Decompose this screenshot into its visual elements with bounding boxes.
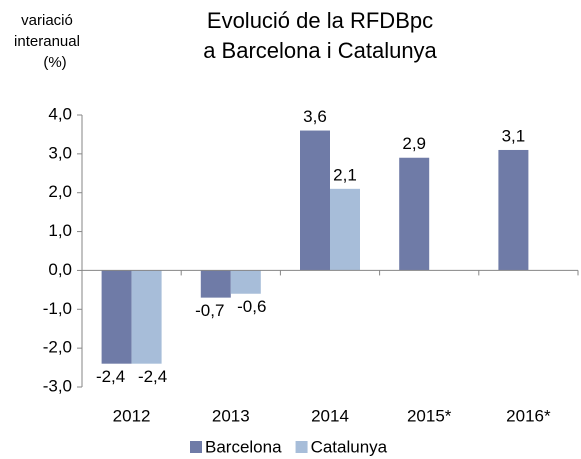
y-tick-label: 1,0 <box>48 221 72 240</box>
bar <box>498 149 529 271</box>
chart-title: Evolució de la RFDBpc <box>207 8 433 33</box>
value-label: -0,6 <box>237 297 266 316</box>
value-label: 2,9 <box>402 134 426 153</box>
value-label: 3,1 <box>502 126 526 145</box>
legend-swatch <box>190 441 202 453</box>
value-label: 2,1 <box>333 165 357 184</box>
y-tick-label: 2,0 <box>48 182 72 201</box>
x-tick-label: 2014 <box>311 406 349 425</box>
x-tick-label: 2013 <box>212 406 250 425</box>
x-tick-label: 2015* <box>407 406 452 425</box>
y-tick-label: -3,0 <box>43 376 72 395</box>
bar <box>131 270 162 364</box>
y-tick-label: 0,0 <box>48 260 72 279</box>
value-label: -2,4 <box>138 367 167 386</box>
y-axis-label: (%) <box>43 54 66 71</box>
y-axis-label: variació <box>21 12 73 29</box>
y-tick-label: 4,0 <box>48 104 72 123</box>
value-label: -2,4 <box>96 367 125 386</box>
bar <box>101 270 132 364</box>
y-tick-label: -1,0 <box>43 299 72 318</box>
y-axis-label: interanual <box>14 33 80 50</box>
x-tick-label: 2016* <box>506 406 551 425</box>
y-tick-label: -2,0 <box>43 338 72 357</box>
bar <box>399 157 430 271</box>
x-tick-label: 2012 <box>113 406 151 425</box>
bar <box>300 130 330 271</box>
value-label: 3,6 <box>303 107 327 126</box>
bar <box>230 270 261 294</box>
y-tick-label: 3,0 <box>48 143 72 162</box>
legend-label: Barcelona <box>205 437 282 456</box>
chart-title: a Barcelona i Catalunya <box>203 38 437 63</box>
legend-swatch <box>295 441 308 453</box>
bar <box>330 188 360 271</box>
legend-label: Catalunya <box>311 437 388 456</box>
value-label: -0,7 <box>195 301 224 320</box>
bar <box>200 270 231 298</box>
